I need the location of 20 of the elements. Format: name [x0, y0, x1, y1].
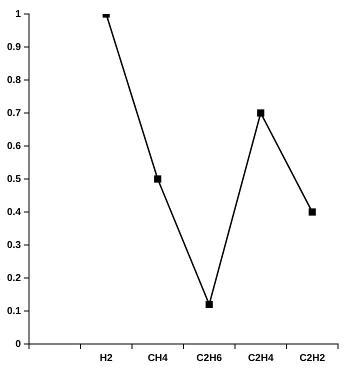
y-tick-label: 0.4	[6, 206, 22, 218]
y-tick-label: 0.3	[6, 240, 22, 251]
point	[308, 208, 316, 216]
x-tick-label: H2	[100, 352, 113, 364]
point	[206, 300, 213, 308]
y-tick-label: 0.5	[6, 174, 22, 185]
x-tick-label: C2H6	[196, 352, 222, 364]
y-tick-label: 0.8	[6, 74, 22, 86]
y-tick-label: 0.1	[6, 306, 22, 317]
y-tick-label: 0	[15, 338, 22, 350]
y-tick-label: 1	[15, 8, 22, 20]
y-tick-label: 0.9	[6, 42, 22, 53]
point	[154, 175, 162, 183]
y-tick-label: 0.2	[6, 272, 22, 284]
x-tick-label: C2H2	[299, 352, 326, 364]
point	[257, 109, 264, 117]
x-tick-label: CH4	[148, 352, 168, 364]
y-tick-label: 0.7	[6, 108, 22, 119]
x-tick-label: C2H4	[248, 352, 274, 364]
y-tick-label: 0.6	[6, 140, 22, 152]
